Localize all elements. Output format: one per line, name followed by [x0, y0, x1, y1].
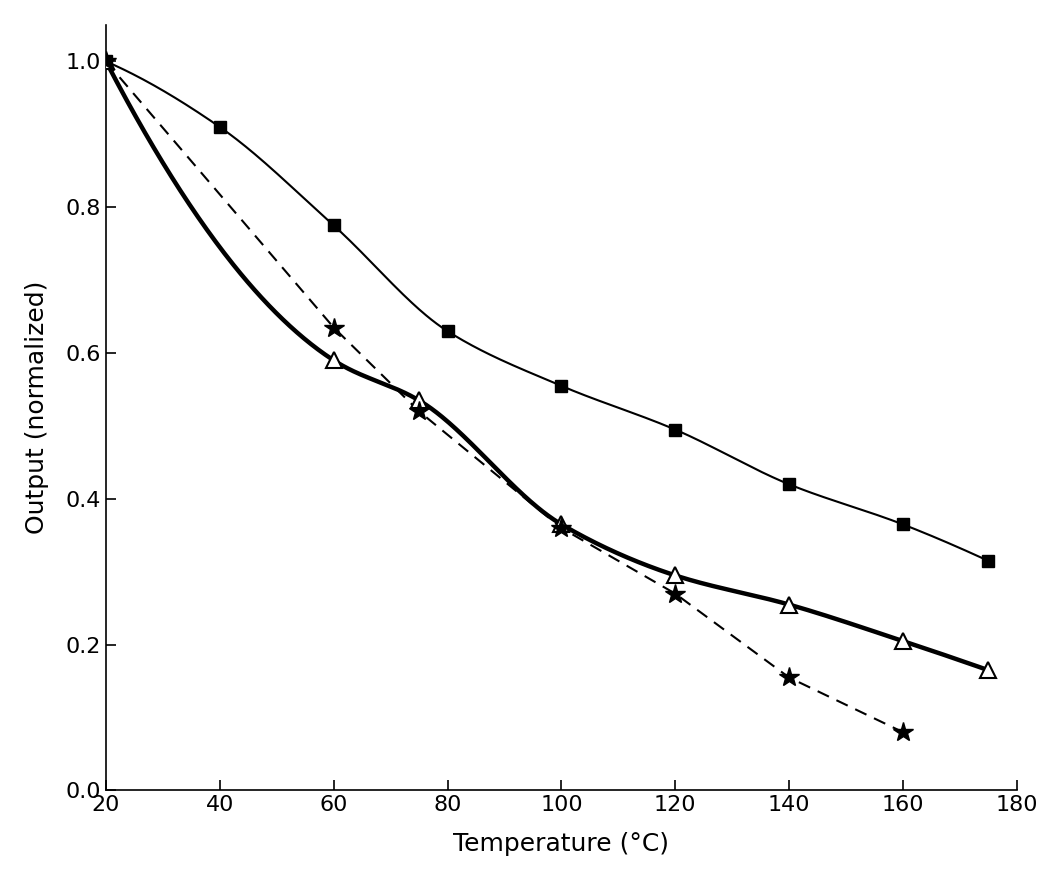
Y-axis label: Output (normalized): Output (normalized)	[26, 281, 49, 535]
X-axis label: Temperature (°C): Temperature (°C)	[454, 832, 670, 856]
